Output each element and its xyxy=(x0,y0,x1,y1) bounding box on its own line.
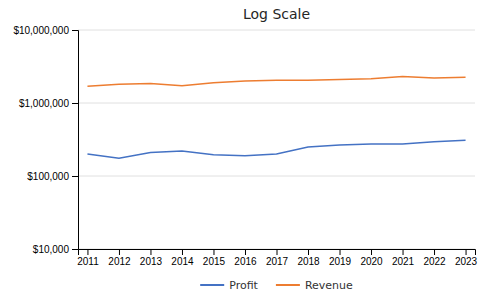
x-tick-label: 2016 xyxy=(234,256,257,267)
y-tick-mark xyxy=(72,30,78,31)
x-tick-mark xyxy=(277,249,278,255)
grid xyxy=(78,30,475,249)
y-tick: $10,000 xyxy=(33,244,78,255)
y-tick-label: $1,000,000 xyxy=(19,98,69,109)
x-tick: 2019 xyxy=(329,249,352,267)
x-tick-label: 2020 xyxy=(360,256,383,267)
x-tick-mark xyxy=(403,249,404,255)
y-tick: $1,000,000 xyxy=(19,98,78,109)
legend: Profit Revenue xyxy=(200,279,353,292)
legend-label: Revenue xyxy=(305,279,353,292)
x-tick: 2012 xyxy=(108,249,131,267)
legend-item: Profit xyxy=(200,279,258,292)
x-tick-mark xyxy=(371,249,372,255)
series-line xyxy=(87,140,465,158)
legend-swatch xyxy=(200,284,224,286)
x-tick-mark xyxy=(308,249,309,255)
x-tick-mark xyxy=(182,249,183,255)
plot: 2011 2012 2013 2014 2015 2016 2017 2018 2019 2020… xyxy=(13,25,477,267)
title: Log Scale xyxy=(243,6,310,22)
legend-item: Revenue xyxy=(276,279,353,292)
x-tick: 2015 xyxy=(203,249,226,267)
x-tick-mark xyxy=(87,249,88,255)
x-tick: 2017 xyxy=(266,249,289,267)
x-tick: 2018 xyxy=(297,249,320,267)
y-tick-label: $10,000 xyxy=(33,244,70,255)
x-tick-mark xyxy=(245,249,246,255)
x-tick-mark xyxy=(340,249,341,255)
x-tick: 2022 xyxy=(423,249,446,267)
x-tick-label: 2018 xyxy=(297,256,320,267)
x-tick-label: 2014 xyxy=(171,256,194,267)
y-tick-label: $100,000 xyxy=(27,171,69,182)
grid-line xyxy=(78,30,475,31)
x-tick: 2011 xyxy=(77,249,99,267)
x-tick-mark xyxy=(466,249,467,255)
x-tick-label: 2021 xyxy=(392,256,415,267)
grid-line xyxy=(78,176,475,177)
y-axis-line xyxy=(72,31,79,250)
x-tick-label: 2022 xyxy=(423,256,446,267)
x-tick-label: 2023 xyxy=(455,256,478,267)
x-tick: 2016 xyxy=(234,249,257,267)
x-tick-label: 2019 xyxy=(329,256,352,267)
x-tick-label: 2011 xyxy=(77,256,99,267)
y-tick-label: $10,000,000 xyxy=(13,25,69,36)
x-tick-label: 2013 xyxy=(140,256,163,267)
y-tick: $10,000,000 xyxy=(13,25,78,36)
x-axis-line xyxy=(79,250,476,256)
y-tick-mark xyxy=(72,176,78,177)
x-tick: 2013 xyxy=(140,249,163,267)
x-tick-mark xyxy=(213,249,214,255)
x-tick: 2023 xyxy=(455,249,478,267)
x-tick-label: 2017 xyxy=(266,256,289,267)
x-tick-mark xyxy=(150,249,151,255)
y-tick: $100,000 xyxy=(27,171,78,182)
x-tick-mark xyxy=(119,249,120,255)
series-line xyxy=(87,77,465,87)
y-tick-mark xyxy=(72,249,78,250)
y-tick-mark xyxy=(72,103,78,104)
x-tick: 2020 xyxy=(360,249,383,267)
x-tick-mark xyxy=(434,249,435,255)
x-axis: 2011 2012 2013 2014 2015 2016 2017 2018 2019 2020… xyxy=(77,249,477,267)
legend-swatch xyxy=(276,284,300,286)
chart: 2011 2012 2013 2014 2015 2016 2017 2018 2019 2020… xyxy=(0,0,491,297)
series-group xyxy=(87,77,465,159)
x-tick: 2021 xyxy=(392,249,415,267)
y-axis: $10,000 $100,000 $1,000,000 $10,000,000 xyxy=(13,25,78,255)
legend-label: Profit xyxy=(229,279,258,292)
x-tick: 2014 xyxy=(171,249,194,267)
grid-line xyxy=(78,103,475,104)
x-tick-label: 2015 xyxy=(203,256,226,267)
x-tick-label: 2012 xyxy=(108,256,131,267)
